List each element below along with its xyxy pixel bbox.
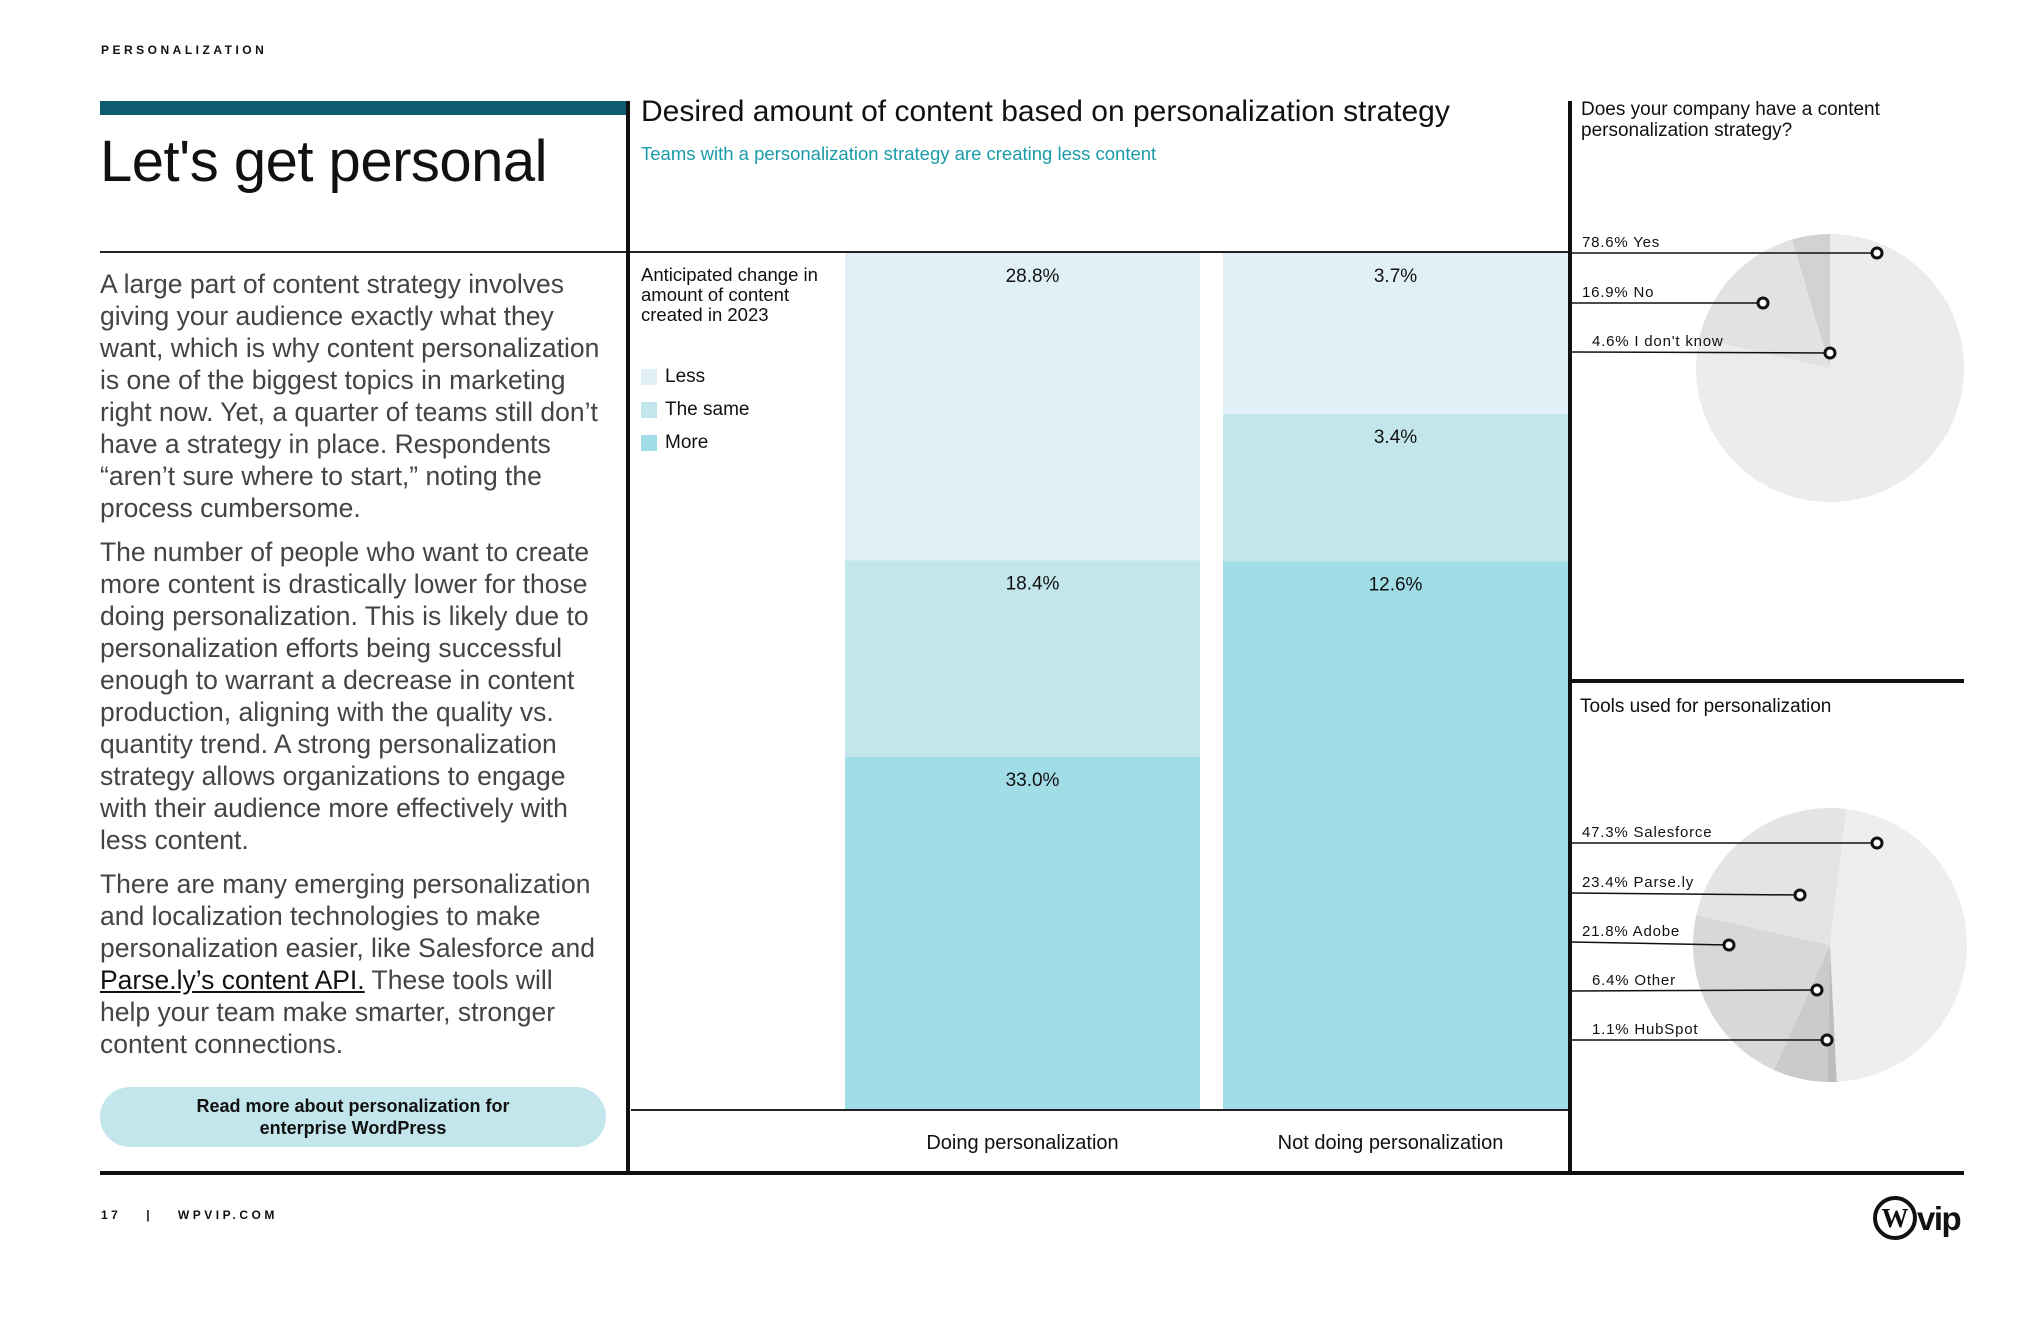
pie-1-title: Does your company have a content persona… — [1581, 99, 1880, 141]
pie1-slice-0 — [1696, 234, 1964, 502]
column-divider-left — [626, 101, 630, 1175]
chart-title: Desired amount of content based on perso… — [641, 95, 1450, 128]
pie2-label-3: 6.4% Other — [1592, 972, 1676, 989]
pie2-slice-0 — [1830, 808, 1967, 1082]
legend-swatch-same — [641, 402, 657, 418]
legend-title: Anticipated change in amount of content … — [641, 264, 818, 325]
read-more-button[interactable]: Read more about personalization for ente… — [100, 1087, 606, 1147]
pie2-dot-1 — [1793, 888, 1807, 902]
pie1-label-0: 78.6% Yes — [1582, 234, 1660, 251]
footer: 17 | WPVIP.COM — [101, 1208, 278, 1222]
legend-label-more: More — [665, 432, 709, 453]
bar-value-label-0-2: 33.0% — [1006, 770, 1060, 791]
pie2-dot-4 — [1820, 1033, 1834, 1047]
pie2-label-2: 21.8% Adobe — [1582, 923, 1680, 940]
read-more-label: Read more about personalization for ente… — [196, 1096, 510, 1138]
chart-baseline — [631, 1109, 1568, 1111]
chart-subtitle: Teams with a personalization strategy ar… — [641, 143, 1157, 164]
accent-bar — [100, 101, 628, 115]
pie2-leader-2 — [1571, 941, 1730, 946]
pie2-slice-4 — [1827, 945, 1837, 1082]
footer-separator: | — [146, 1208, 154, 1222]
logo-text: vip — [1917, 1200, 1961, 1237]
category-label-1: Not doing personalization — [1278, 1132, 1504, 1154]
pie2-dot-0 — [1870, 836, 1884, 850]
bar-segment-0-1 — [845, 560, 1200, 757]
bar-segment-1-1 — [1223, 413, 1568, 562]
legend-item-more: More — [641, 432, 708, 454]
pie2-label-4: 1.1% HubSpot — [1592, 1021, 1698, 1038]
pie2-slice-2 — [1693, 915, 1830, 1071]
legend-label-same: The same — [665, 399, 750, 420]
footer-site[interactable]: WPVIP.COM — [177, 1208, 278, 1222]
bar-segment-0-2 — [845, 756, 1200, 1109]
pie2-slice-3 — [1773, 945, 1830, 1082]
pie1-dot-2 — [1823, 346, 1837, 360]
legend-label-less: Less — [665, 366, 706, 387]
svg-text:W: W — [1882, 1203, 1909, 1233]
pie1-slice-2 — [1791, 234, 1830, 368]
bar-value-label-1-0: 3.7% — [1374, 266, 1417, 287]
category-label-0: Doing personalization — [926, 1132, 1118, 1154]
parsely-api-link[interactable]: Parse.ly’s content API. — [100, 965, 365, 995]
page-title: Let's get personal — [100, 129, 548, 194]
page-number: 17 — [101, 1208, 122, 1222]
wpvip-logo: W vip — [1873, 1194, 1965, 1247]
pie1-label-2: 4.6% I don't know — [1592, 333, 1724, 350]
paragraph-3-end: These tools will help your team make sma… — [100, 965, 556, 1059]
pie2-leader-1 — [1571, 892, 1801, 896]
paragraph-2: The number of people who want to create … — [100, 537, 590, 855]
paragraph-3-start: There are many emerging personalization … — [100, 869, 595, 963]
bar-segment-1-0 — [1223, 253, 1568, 414]
bar-value-label-0-0: 28.8% — [1006, 266, 1060, 287]
paragraph-1: A large part of content strategy involve… — [100, 269, 600, 523]
legend-swatch-less — [641, 369, 657, 385]
pie1-label-1: 16.9% No — [1582, 284, 1654, 301]
pie-2-title: Tools used for personalization — [1580, 696, 1832, 717]
bar-segment-0-0 — [845, 253, 1200, 561]
paragraph-3: There are many emerging personalization … — [100, 868, 610, 1060]
section-label: PERSONALIZATION — [101, 43, 268, 57]
title-divider — [100, 251, 631, 253]
legend-item-less: Less — [641, 366, 705, 388]
pie-section-divider — [1572, 679, 1964, 683]
pie1-dot-0 — [1870, 246, 1884, 260]
pie2-label-1: 23.4% Parse.ly — [1582, 874, 1694, 891]
pie2-label-0: 47.3% Salesforce — [1582, 824, 1712, 841]
body-text: A large part of content strategy involve… — [100, 268, 610, 1072]
legend-item-same: The same — [641, 399, 749, 421]
bar-value-label-0-1: 18.4% — [1006, 573, 1060, 594]
legend-swatch-more — [641, 435, 657, 451]
column-divider-right — [1568, 101, 1572, 1175]
pie1-dot-1 — [1756, 296, 1770, 310]
chart-top-line — [631, 251, 1568, 253]
pie2-leader-3 — [1571, 989, 1818, 992]
pie2-dot-3 — [1810, 983, 1824, 997]
bar-value-label-1-1: 3.4% — [1374, 427, 1417, 448]
bottom-rule — [100, 1171, 1964, 1175]
bar-segment-1-2 — [1223, 561, 1568, 1109]
wordpress-logo-icon: W vip — [1873, 1196, 1962, 1240]
pie2-dot-2 — [1722, 938, 1736, 952]
bar-value-label-1-2: 12.6% — [1369, 575, 1423, 596]
pie1-leader-2 — [1571, 351, 1831, 354]
